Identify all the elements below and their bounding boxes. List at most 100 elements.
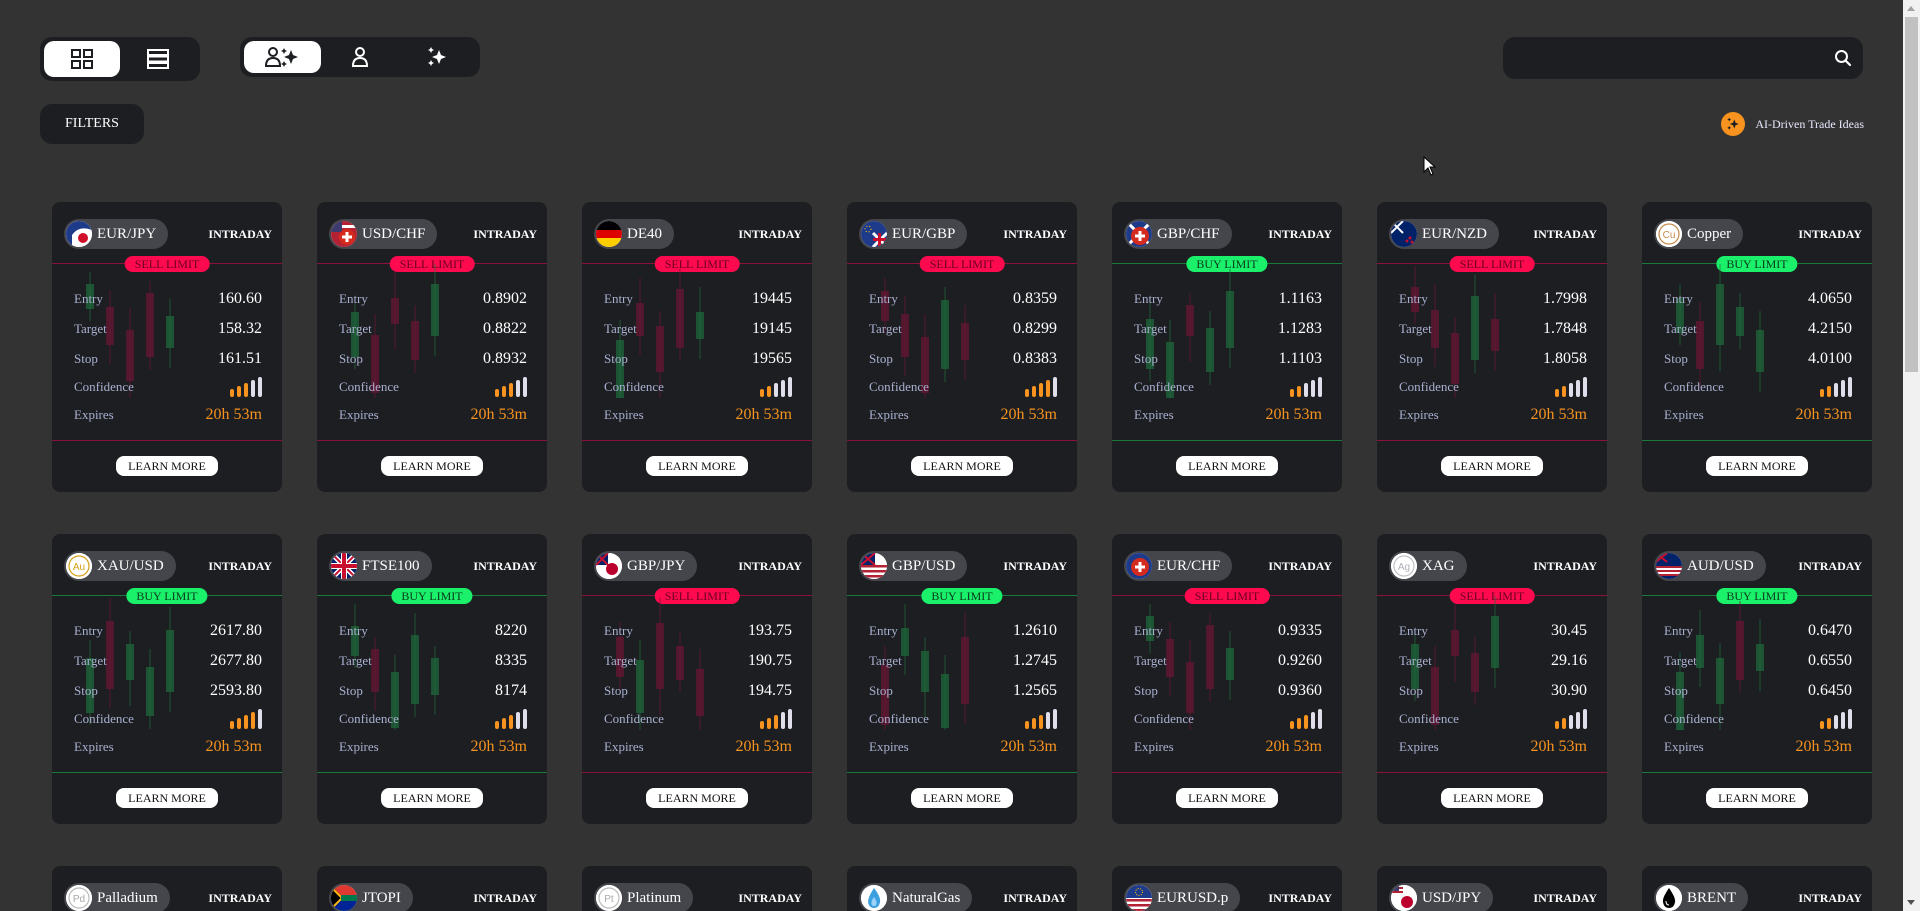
learn-more-button[interactable]: LEARN MORE	[1706, 788, 1808, 808]
learn-more-button[interactable]: LEARN MORE	[116, 456, 218, 476]
scroll-down-icon[interactable]	[1907, 900, 1915, 905]
symbol-pill[interactable]: USD/CHF	[329, 219, 438, 249]
symbol-pill[interactable]: USD/JPY	[1389, 883, 1494, 911]
target-label: Target	[1664, 321, 1697, 336]
learn-more-button[interactable]: LEARN MORE	[1176, 456, 1278, 476]
trade-idea-card[interactable]: GBP/JPY INTRADAY SELL LIMIT Entry 193.75…	[582, 534, 812, 824]
confidence-signal-icon	[760, 377, 792, 397]
symbol-pill[interactable]: AUD/USD	[1654, 551, 1766, 581]
target-value: 1.1283	[1278, 320, 1322, 337]
symbol-pill[interactable]: GBP/JPY	[594, 551, 698, 581]
trade-idea-card[interactable]: Ag XAG INTRADAY SELL LIMIT Entry 30.45 T…	[1377, 534, 1607, 824]
learn-more-button[interactable]: LEARN MORE	[911, 788, 1013, 808]
confidence-bar	[1304, 383, 1308, 397]
vertical-scrollbar[interactable]	[1903, 0, 1920, 911]
trade-idea-card[interactable]: GBP/USD INTRADAY BUY LIMIT Entry 1.2610 …	[847, 534, 1077, 824]
card-header: GBP/CHF INTRADAY	[1124, 218, 1332, 250]
target-label: Target	[1134, 653, 1167, 668]
entry-row: Entry 30.45	[1399, 616, 1587, 646]
trade-idea-card[interactable]: EUR/CHF INTRADAY SELL LIMIT Entry 0.9335…	[1112, 534, 1342, 824]
trade-idea-card[interactable]: GBP/CHF INTRADAY BUY LIMIT Entry 1.1163 …	[1112, 202, 1342, 492]
confidence-bar	[1562, 718, 1566, 729]
search-icon[interactable]	[1823, 49, 1863, 67]
card-header: Ag XAG INTRADAY	[1389, 550, 1597, 582]
symbol-pill[interactable]: Ag XAG	[1389, 551, 1467, 581]
symbol-pill[interactable]: BRENT	[1654, 883, 1749, 911]
learn-more-button[interactable]: LEARN MORE	[381, 456, 483, 476]
scroll-up-icon[interactable]	[1907, 6, 1915, 11]
learn-more-button[interactable]: LEARN MORE	[646, 788, 748, 808]
trade-idea-card[interactable]: BRENT INTRADAY	[1642, 866, 1872, 911]
target-value: 0.6550	[1808, 652, 1852, 669]
ai-ideas-button[interactable]	[399, 41, 476, 73]
learn-more-button[interactable]: LEARN MORE	[646, 456, 748, 476]
expires-label: Expires	[1664, 407, 1704, 422]
svg-text:Pd: Pd	[73, 894, 85, 905]
all-ideas-button[interactable]	[244, 41, 322, 73]
confidence-bar	[523, 377, 527, 397]
confidence-bar	[774, 715, 778, 729]
symbol-pill[interactable]: EUR/JPY	[64, 219, 169, 249]
trade-idea-card[interactable]: Au XAU/USD INTRADAY BUY LIMIT Entry 2617…	[52, 534, 282, 824]
confidence-bar	[1569, 383, 1573, 397]
trade-idea-card[interactable]: USD/CHF INTRADAY SELL LIMIT Entry 0.8902…	[317, 202, 547, 492]
entry-label: Entry	[74, 623, 103, 638]
confidence-signal-icon	[495, 709, 527, 729]
symbol-pill[interactable]: EURUSD.p	[1124, 883, 1241, 911]
trade-idea-card[interactable]: Pt Platinum INTRADAY	[582, 866, 812, 911]
trade-idea-card[interactable]: EUR/NZD INTRADAY SELL LIMIT Entry 1.7998…	[1377, 202, 1607, 492]
entry-label: Entry	[74, 291, 103, 306]
stop-label: Stop	[339, 683, 363, 698]
trade-idea-card[interactable]: USD/JPY INTRADAY	[1377, 866, 1607, 911]
card-bottom-divider	[52, 440, 282, 441]
symbol-pill[interactable]: FTSE100	[329, 551, 432, 581]
grid-view-button[interactable]	[44, 41, 120, 77]
symbol-pill[interactable]: EUR/NZD	[1389, 219, 1499, 249]
my-ideas-button[interactable]	[321, 41, 398, 73]
entry-label: Entry	[1134, 623, 1163, 638]
trade-idea-card[interactable]: JTOPI INTRADAY	[317, 866, 547, 911]
learn-more-button[interactable]: LEARN MORE	[911, 456, 1013, 476]
symbol-pill[interactable]: EUR/GBP	[859, 219, 968, 249]
trade-idea-card[interactable]: NaturalGas INTRADAY	[847, 866, 1077, 911]
trade-idea-card[interactable]: Cu Copper INTRADAY BUY LIMIT Entry 4.065…	[1642, 202, 1872, 492]
learn-more-button[interactable]: LEARN MORE	[116, 788, 218, 808]
trade-idea-card[interactable]: Pd Palladium INTRADAY	[52, 866, 282, 911]
symbol-pill[interactable]: Pt Platinum	[594, 883, 694, 911]
learn-more-button[interactable]: LEARN MORE	[1441, 456, 1543, 476]
learn-more-button[interactable]: LEARN MORE	[1706, 456, 1808, 476]
card-bottom-divider	[1377, 440, 1607, 441]
symbol-pill[interactable]: NaturalGas	[859, 883, 973, 911]
learn-more-button[interactable]: LEARN MORE	[1441, 788, 1543, 808]
expires-label: Expires	[869, 739, 909, 754]
symbol-pill[interactable]: GBP/USD	[859, 551, 968, 581]
symbol-pill[interactable]: Au XAU/USD	[64, 551, 176, 581]
confidence-bar	[760, 721, 764, 729]
card-header: USD/CHF INTRADAY	[329, 218, 537, 250]
symbol-pill[interactable]: DE40	[594, 219, 674, 249]
grid-icon	[71, 49, 93, 69]
filters-button[interactable]: FILTERS	[40, 104, 144, 144]
trade-idea-card[interactable]: FTSE100 INTRADAY BUY LIMIT Entry 8220 Ta…	[317, 534, 547, 824]
symbol-pill[interactable]: JTOPI	[329, 883, 413, 911]
symbol-pill[interactable]: Pd Palladium	[64, 883, 170, 911]
symbol-pill[interactable]: GBP/CHF	[1124, 219, 1232, 249]
scrollbar-thumb[interactable]	[1905, 17, 1918, 372]
trade-idea-card[interactable]: AUD/USD INTRADAY BUY LIMIT Entry 0.6470 …	[1642, 534, 1872, 824]
learn-more-button[interactable]: LEARN MORE	[1176, 788, 1278, 808]
confidence-label: Confidence	[1134, 379, 1194, 394]
trade-idea-card[interactable]: DE40 INTRADAY SELL LIMIT Entry 19445 Tar…	[582, 202, 812, 492]
list-view-button[interactable]	[120, 41, 196, 77]
usd-jpy-flag-icon	[1391, 885, 1417, 911]
trade-idea-card[interactable]: EURUSD.p INTRADAY	[1112, 866, 1342, 911]
symbol-pill[interactable]: Cu Copper	[1654, 219, 1744, 249]
learn-more-button[interactable]: LEARN MORE	[381, 788, 483, 808]
confidence-label: Confidence	[74, 379, 134, 394]
trade-idea-card[interactable]: EUR/GBP INTRADAY SELL LIMIT Entry 0.8359…	[847, 202, 1077, 492]
symbol-label: DE40	[627, 225, 662, 242]
confidence-bar	[1583, 377, 1587, 397]
stop-label: Stop	[604, 351, 628, 366]
trade-idea-card[interactable]: EUR/JPY INTRADAY SELL LIMIT Entry 160.60…	[52, 202, 282, 492]
symbol-pill[interactable]: EUR/CHF	[1124, 551, 1233, 581]
search-input[interactable]	[1503, 37, 1823, 79]
